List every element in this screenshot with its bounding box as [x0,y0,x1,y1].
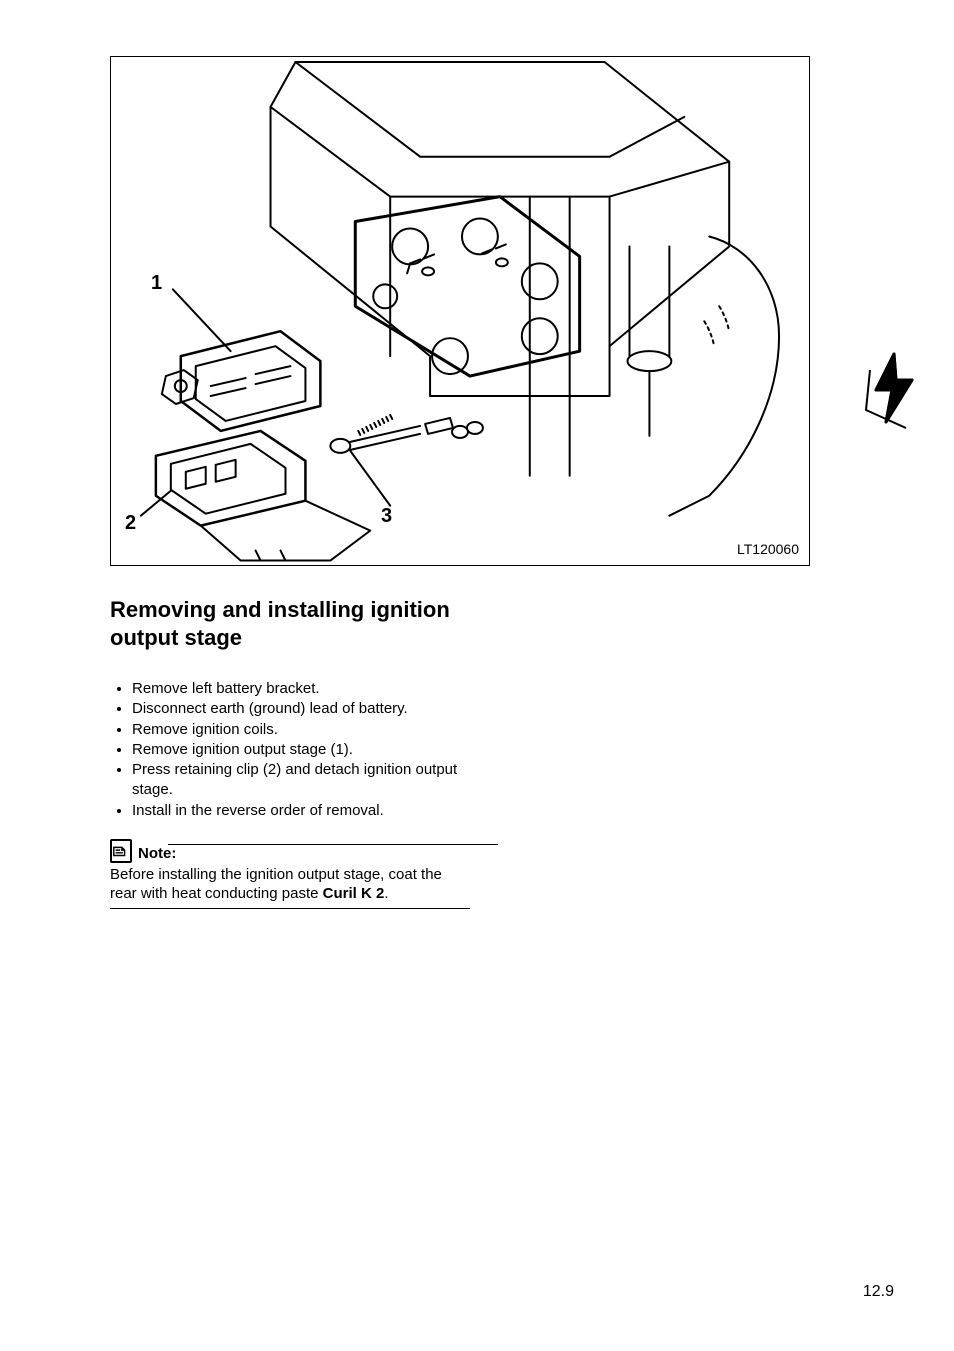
step-item: Remove ignition coils. [132,720,470,740]
callout-3: 3 [381,505,392,528]
note-text: Before installing the ignition output st… [110,865,470,904]
note-text-before: Before installing the ignition output st… [110,866,442,903]
page-number: 12.9 [863,1283,894,1301]
step-item: Install in the reverse order of removal. [132,801,470,821]
procedure-steps-list: Remove left battery bracket. Disconnect … [110,679,470,821]
step-item: Remove ignition output stage (1). [132,740,470,760]
section-heading: Removing and installing ignition output … [110,596,470,651]
note-bold-product: Curil K 2 [323,885,385,902]
note-block: Note: Before installing the ignition out… [110,839,470,909]
note-icon [110,839,132,863]
figure-reference-code: LT120060 [737,541,799,557]
callout-1: 1 [151,272,162,295]
section-tab-icon [864,350,924,430]
technical-illustration: 1 2 3 LT120060 [110,56,810,566]
manual-page: 1 2 3 LT120060 Removing and installing i… [0,0,954,1351]
engine-ignition-diagram [111,57,809,566]
step-item: Disconnect earth (ground) lead of batter… [132,699,470,719]
callout-2: 2 [125,512,136,535]
step-item: Remove left battery bracket. [132,679,470,699]
note-label: Note: [138,845,176,862]
step-item: Press retaining clip (2) and detach igni… [132,760,470,801]
note-text-after: . [384,885,388,902]
